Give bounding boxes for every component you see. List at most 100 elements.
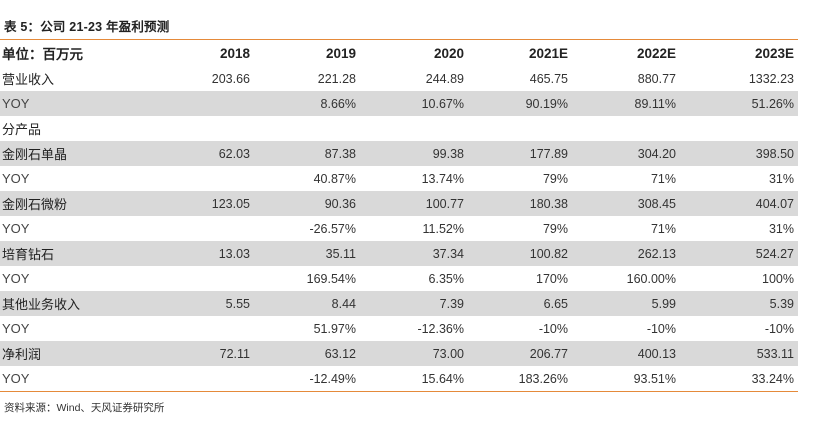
cell-2020: 15.64% xyxy=(421,371,464,386)
cell-2019: 8.44 xyxy=(254,291,360,316)
cell-2023e: 31% xyxy=(768,171,794,186)
cell-2018 xyxy=(150,316,254,341)
table-row: 其他业务收入 5.55 8.44 7.39 6.65 5.99 5.39 xyxy=(0,291,798,316)
cell-2018: 203.66 xyxy=(211,71,250,86)
cell-2018 xyxy=(150,116,254,141)
cell-2022e: 160.00% xyxy=(626,271,676,286)
cell-2020: 37.34 xyxy=(360,241,468,266)
cell-2023e: 1332.23 xyxy=(748,71,794,86)
cell-2023e: -10% xyxy=(764,321,794,336)
cell-2021e: 90.19% xyxy=(468,91,572,116)
cell-2021e: 206.77 xyxy=(468,341,572,366)
cell-2020: 7.39 xyxy=(360,291,468,316)
header-year-2018: 2018 xyxy=(219,45,250,61)
cell-2023e: 33.24% xyxy=(751,371,794,386)
source-note: 资料来源：Wind、天风证券研究所 xyxy=(4,402,165,414)
cell-2023e: 524.27 xyxy=(680,241,798,266)
table-row: YOY 51.97% -12.36% -10% -10% -10% xyxy=(0,316,798,341)
cell-2020: 10.67% xyxy=(360,91,468,116)
cell-2019: 87.38 xyxy=(254,141,360,166)
cell-2018 xyxy=(150,266,254,291)
cell-2022e: 89.11% xyxy=(572,91,680,116)
cell-2022e: 5.99 xyxy=(572,291,680,316)
row-label: YOY xyxy=(2,371,30,386)
row-label: 净利润 xyxy=(0,341,150,366)
table-body: 营业收入 203.66 221.28 244.89 465.75 880.77 1332.2… xyxy=(0,66,798,391)
cell-2021e: -10% xyxy=(538,321,568,336)
cell-2018: 5.55 xyxy=(150,291,254,316)
header-year-2019: 2019 xyxy=(325,45,356,61)
cell-2022e: 93.51% xyxy=(633,371,676,386)
table-row: 金刚石单晶 62.03 87.38 99.38 177.89 304.20 398.50 xyxy=(0,141,798,166)
cell-2022e: 400.13 xyxy=(572,341,680,366)
cell-2019: 90.36 xyxy=(254,191,360,216)
table-row: YOY -26.57% 11.52% 79% 71% 31% xyxy=(0,216,798,241)
row-label: YOY xyxy=(2,321,30,336)
cell-2018 xyxy=(150,166,254,191)
cell-2023e xyxy=(680,116,798,141)
row-label: 金刚石微粉 xyxy=(0,191,150,216)
cell-2021e: 177.89 xyxy=(468,141,572,166)
cell-2022e: 71% xyxy=(650,221,676,236)
cell-2022e: -10% xyxy=(646,321,676,336)
table-row: YOY -12.49% 15.64% 183.26% 93.51% 33.24% xyxy=(0,366,798,391)
row-label: 培育钻石 xyxy=(0,241,150,266)
cell-2021e: 79% xyxy=(542,221,568,236)
row-label: 营业收入 xyxy=(2,72,55,87)
cell-2019: 221.28 xyxy=(317,71,356,86)
cell-2021e xyxy=(468,116,572,141)
table-row: 营业收入 203.66 221.28 244.89 465.75 880.77 1332.2… xyxy=(0,66,798,91)
header-year-2023e: 2023E xyxy=(754,45,794,61)
cell-2023e: 5.39 xyxy=(680,291,798,316)
cell-2019: 40.87% xyxy=(313,171,356,186)
cell-2021e: 183.26% xyxy=(518,371,568,386)
cell-2022e: 71% xyxy=(650,171,676,186)
cell-2023e: 398.50 xyxy=(680,141,798,166)
table-row: 培育钻石 13.03 35.11 37.34 100.82 262.13 524.27 xyxy=(0,241,798,266)
earnings-forecast-table: 单位：百万元 2018 2019 2020 2021E 2022E 2023E … xyxy=(0,40,798,391)
cell-2022e: 308.45 xyxy=(572,191,680,216)
cell-2018 xyxy=(150,91,254,116)
row-label: 金刚石单晶 xyxy=(0,141,150,166)
row-label: 其他业务收入 xyxy=(0,291,150,316)
cell-2020: 6.35% xyxy=(428,271,464,286)
cell-2018: 13.03 xyxy=(150,241,254,266)
cell-2018 xyxy=(150,366,254,391)
cell-2018: 62.03 xyxy=(150,141,254,166)
row-label: YOY xyxy=(0,91,150,116)
table-caption: 表 5：公司 21-23 年盈利预测 xyxy=(4,20,170,34)
header-year-2022e: 2022E xyxy=(636,45,676,61)
cell-2022e: 880.77 xyxy=(637,71,676,86)
table-header: 单位：百万元 2018 2019 2020 2021E 2022E 2023E xyxy=(0,40,798,66)
table-row: 净利润 72.11 63.12 73.00 206.77 400.13 533.11 xyxy=(0,341,798,366)
cell-2021e: 465.75 xyxy=(529,71,568,86)
cell-2021e: 180.38 xyxy=(468,191,572,216)
cell-2020: 100.77 xyxy=(360,191,468,216)
cell-2020: -12.36% xyxy=(417,321,464,336)
cell-2019: 8.66% xyxy=(254,91,360,116)
header-year-2020: 2020 xyxy=(433,45,464,61)
cell-2023e: 100% xyxy=(762,271,794,286)
header-year-2021e: 2021E xyxy=(528,45,568,61)
cell-2020: 13.74% xyxy=(421,171,464,186)
row-label: YOY xyxy=(2,221,30,236)
cell-2021e: 100.82 xyxy=(468,241,572,266)
header-row: 单位：百万元 2018 2019 2020 2021E 2022E 2023E xyxy=(0,40,798,66)
table-row: 金刚石微粉 123.05 90.36 100.77 180.38 308.45 404.07 xyxy=(0,191,798,216)
cell-2020: 99.38 xyxy=(360,141,468,166)
cell-2020: 244.89 xyxy=(425,71,464,86)
cell-2018 xyxy=(150,216,254,241)
cell-2019: -26.57% xyxy=(309,221,356,236)
cell-2020: 73.00 xyxy=(360,341,468,366)
table-row: YOY 40.87% 13.74% 79% 71% 31% xyxy=(0,166,798,191)
row-label: YOY xyxy=(2,271,30,286)
cell-2023e: 404.07 xyxy=(680,191,798,216)
cell-2022e: 262.13 xyxy=(572,241,680,266)
cell-2018: 72.11 xyxy=(150,341,254,366)
cell-2021e: 170% xyxy=(536,271,568,286)
cell-2019: 35.11 xyxy=(254,241,360,266)
cell-2020: 11.52% xyxy=(422,221,464,236)
table-row: YOY 169.54% 6.35% 170% 160.00% 100% xyxy=(0,266,798,291)
header-unit-label: 单位：百万元 xyxy=(2,47,83,62)
cell-2023e: 31% xyxy=(768,221,794,236)
